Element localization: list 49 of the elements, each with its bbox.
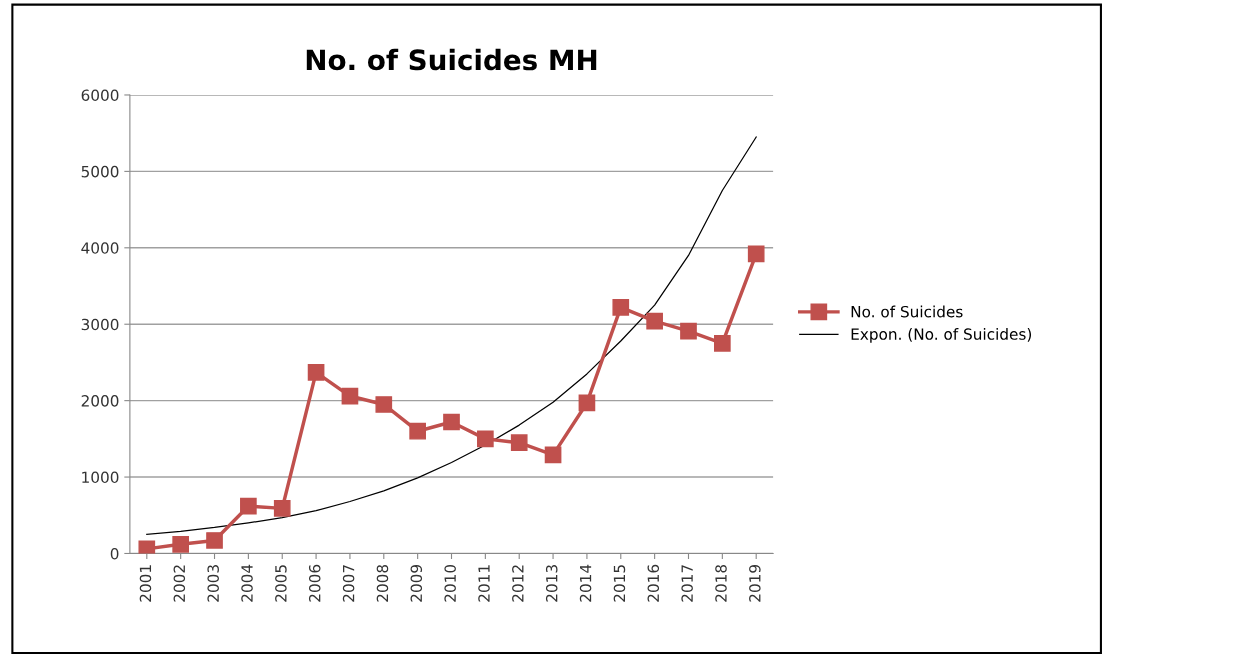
point	[409, 422, 426, 440]
x-tick-label: 2014	[579, 564, 592, 602]
x-tick-label: 2012	[512, 565, 524, 602]
point	[612, 299, 630, 316]
point	[341, 387, 359, 405]
point	[443, 413, 460, 431]
x-tick-label: 2013	[545, 565, 558, 602]
y-tick-label: 4000	[81, 242, 119, 254]
x-tick-label: 2006	[308, 564, 321, 602]
x-tick-label: 2015	[613, 565, 626, 602]
point	[544, 446, 562, 464]
y-tick-label: 6000	[81, 89, 119, 101]
legend-label: Expon. (No. of Suicides)	[851, 328, 1032, 343]
point	[240, 497, 257, 515]
point	[138, 540, 156, 554]
x-tick-label: 2011	[478, 565, 490, 602]
point	[206, 532, 223, 549]
x-tick-label: 2008	[376, 564, 389, 602]
y-tick-label: 5000	[81, 165, 119, 178]
point	[375, 396, 393, 413]
x-tick-label: 2004	[241, 564, 253, 602]
y-tick-label: 0	[110, 547, 119, 560]
x-tick-label: 2005	[275, 565, 287, 602]
x-tick-label: 2010	[444, 564, 456, 602]
x-tick-label: 2001	[139, 565, 152, 602]
x-tick-label: 2007	[342, 565, 355, 602]
legend-label: No. of Suicides	[851, 305, 963, 318]
x-tick-label: 2009	[410, 564, 423, 602]
point	[747, 245, 765, 263]
point	[273, 500, 291, 517]
point	[510, 434, 528, 452]
point	[477, 430, 494, 448]
point	[307, 364, 325, 381]
y-tick-label: 2000	[81, 395, 119, 407]
x-tick-label: 2003	[207, 565, 219, 602]
line-series	[146, 136, 757, 535]
point	[714, 334, 731, 352]
y-tick-label: 1000	[82, 471, 119, 484]
x-tick-label: 2016	[647, 564, 660, 602]
point	[646, 312, 663, 330]
chart-title: No. of Suicides MH	[306, 48, 597, 71]
x-tick-label: 2019	[749, 564, 761, 602]
y-tick-label: 3000	[81, 318, 119, 331]
point	[578, 394, 596, 412]
x-tick-label: 2002	[173, 565, 186, 602]
point	[680, 322, 697, 340]
point	[172, 535, 190, 553]
x-tick-label: 2017	[681, 565, 693, 602]
x-tick-label: 2018	[715, 564, 727, 602]
